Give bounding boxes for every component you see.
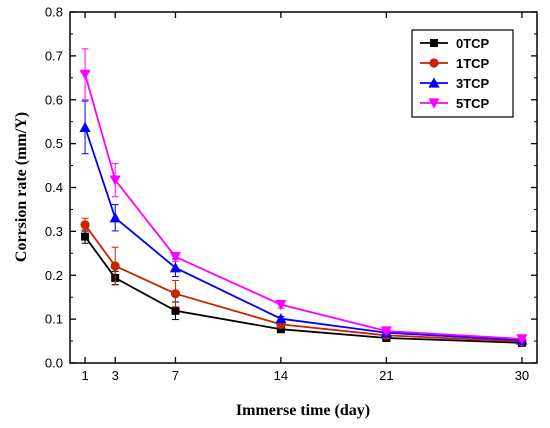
y-tick-label: 0.6 bbox=[45, 92, 63, 107]
series-3TCP bbox=[79, 100, 528, 345]
series-1TCP bbox=[80, 217, 527, 347]
legend-marker bbox=[428, 98, 440, 109]
legend-marker bbox=[429, 58, 439, 68]
y-tick-label: 0.8 bbox=[45, 5, 63, 20]
x-tick-label: 30 bbox=[515, 368, 529, 383]
y-tick-label: 0.7 bbox=[45, 48, 63, 63]
legend-label: 1TCP bbox=[456, 56, 490, 71]
y-axis: 0.0 0.1 0.2 0.3 0.4 0.5 0.6 0.7 0.8 bbox=[45, 5, 537, 371]
data-point bbox=[380, 326, 392, 337]
data-point bbox=[276, 325, 285, 334]
data-point bbox=[81, 232, 90, 241]
data-point bbox=[80, 220, 90, 230]
y-tick-label: 0.1 bbox=[45, 312, 63, 327]
series-0TCP bbox=[81, 229, 526, 347]
data-point bbox=[109, 212, 121, 223]
legend-label: 0TCP bbox=[456, 36, 490, 51]
series-line bbox=[84, 236, 522, 344]
series-5TCP bbox=[79, 48, 528, 345]
legend-label: 3TCP bbox=[456, 76, 490, 91]
x-axis: 1 3 7 14 21 30 bbox=[81, 12, 529, 383]
data-point bbox=[275, 313, 287, 324]
legend: 0TCP 1TCP 3TCP 5TCP bbox=[411, 29, 514, 118]
data-point bbox=[110, 261, 120, 271]
legend-label: 5TCP bbox=[456, 96, 490, 111]
x-tick-label: 1 bbox=[81, 368, 88, 383]
plot-area bbox=[79, 48, 528, 347]
x-tick-label: 7 bbox=[172, 368, 179, 383]
data-point bbox=[79, 121, 91, 132]
y-tick-label: 0.4 bbox=[45, 180, 63, 195]
x-tick-label: 14 bbox=[274, 368, 288, 383]
series-line bbox=[84, 127, 522, 342]
legend-marker bbox=[430, 39, 438, 47]
data-point bbox=[109, 175, 121, 186]
data-point bbox=[169, 262, 182, 273]
data-point bbox=[169, 252, 182, 263]
y-tick-label: 0.3 bbox=[45, 224, 63, 239]
data-point bbox=[79, 69, 91, 80]
y-tick-label: 0.0 bbox=[45, 356, 63, 371]
legend-marker bbox=[428, 77, 440, 88]
y-tick-label: 0.5 bbox=[45, 136, 63, 151]
data-point bbox=[171, 306, 180, 315]
x-tick-label: 21 bbox=[379, 368, 393, 383]
data-point bbox=[275, 300, 287, 311]
series-line bbox=[84, 224, 522, 343]
y-axis-title: Corrsion rate (mm/Y) bbox=[13, 112, 30, 262]
series-line bbox=[84, 74, 522, 340]
data-point bbox=[516, 334, 528, 345]
x-axis-title: Immerse time (day) bbox=[236, 402, 370, 419]
x-tick-label: 3 bbox=[112, 368, 119, 383]
y-tick-label: 0.2 bbox=[45, 268, 63, 283]
data-point bbox=[170, 289, 181, 299]
